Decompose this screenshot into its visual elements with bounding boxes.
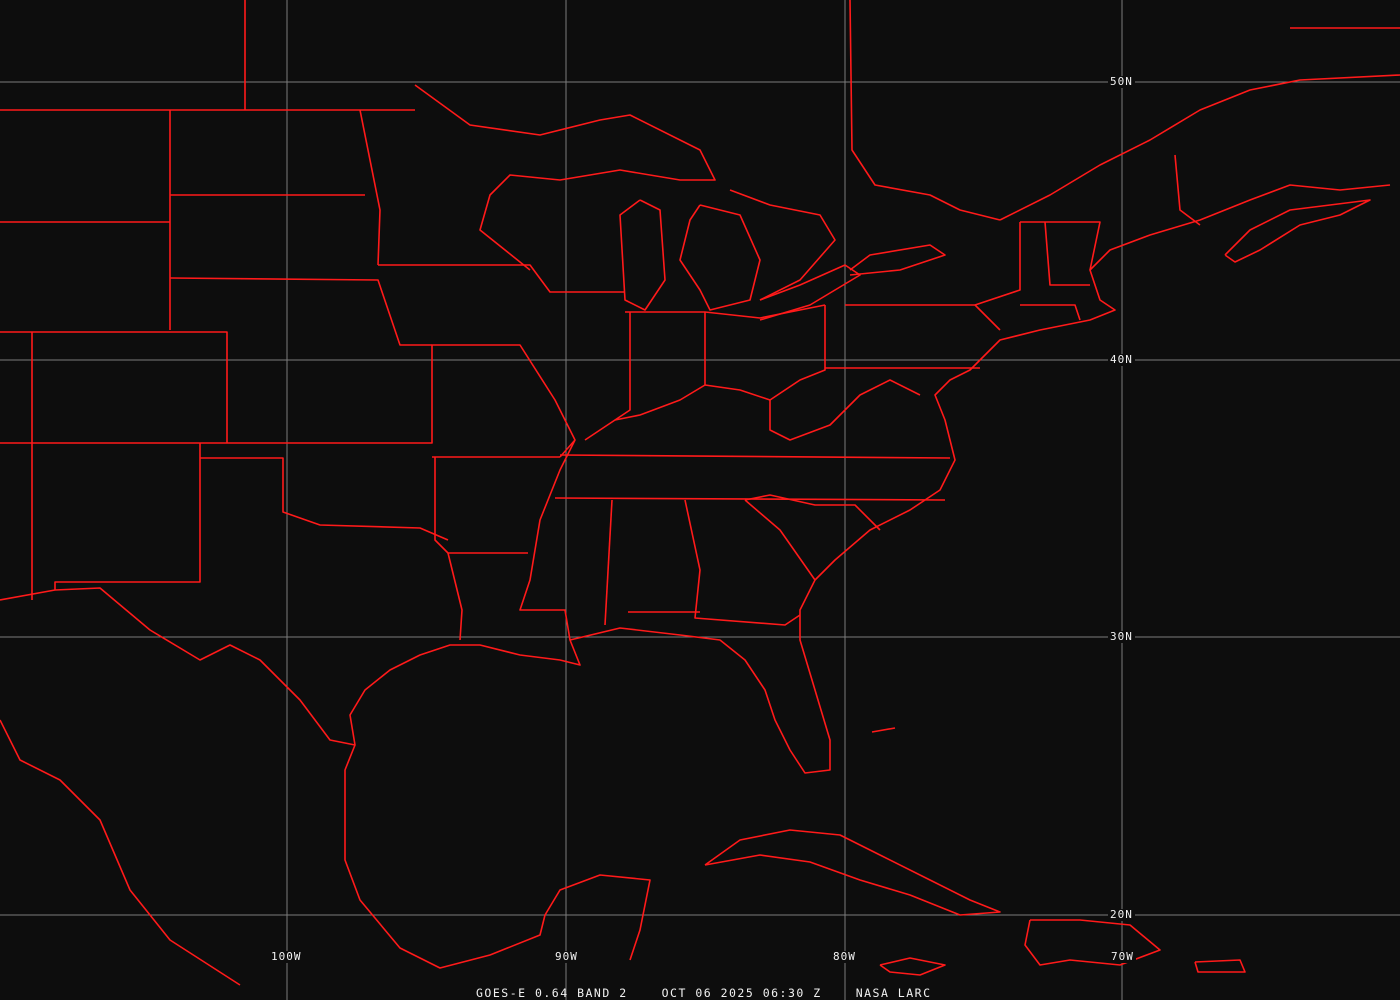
mexico-pacific-coast bbox=[0, 719, 241, 986]
us-mexico-border bbox=[0, 587, 356, 746]
border bbox=[744, 499, 816, 581]
lower-michigan bbox=[679, 204, 761, 311]
lake-michigan bbox=[619, 199, 666, 311]
cuba bbox=[704, 829, 1001, 916]
border bbox=[1044, 221, 1090, 286]
border bbox=[378, 264, 625, 293]
lake-huron bbox=[729, 189, 836, 301]
border bbox=[54, 443, 201, 590]
state-borders bbox=[0, 0, 1400, 641]
jamaica bbox=[879, 957, 946, 976]
border bbox=[434, 457, 528, 554]
border bbox=[744, 494, 881, 531]
lon-label-70w: 70W bbox=[1109, 950, 1136, 963]
border bbox=[769, 379, 921, 441]
border bbox=[604, 499, 613, 626]
border bbox=[519, 439, 576, 641]
lake-superior bbox=[414, 84, 716, 271]
lat-label-50n: 50N bbox=[1108, 75, 1135, 88]
st-lawrence-coast bbox=[999, 74, 1400, 221]
border bbox=[447, 552, 463, 641]
lake-erie bbox=[759, 264, 861, 321]
border bbox=[584, 312, 631, 441]
border bbox=[359, 109, 381, 266]
border bbox=[559, 454, 951, 459]
puerto-rico bbox=[1194, 959, 1246, 973]
border bbox=[0, 331, 228, 443]
lon-label-90w: 90W bbox=[553, 950, 580, 963]
bahamas bbox=[871, 727, 896, 733]
border bbox=[1020, 221, 1101, 271]
border bbox=[625, 304, 826, 319]
lake-ontario bbox=[849, 244, 946, 276]
border bbox=[614, 312, 706, 421]
caption-datetime: OCT 06 2025 06:30 Z bbox=[661, 986, 822, 1000]
hispaniola bbox=[1024, 919, 1161, 966]
image-caption: GOES-E 0.64 BAND 2 OCT 06 2025 06:30 Z NAS… bbox=[476, 986, 966, 1000]
lat-label-20n: 20N bbox=[1108, 908, 1135, 921]
gulf-atlantic-coast bbox=[344, 184, 1391, 969]
border bbox=[1174, 154, 1201, 226]
lon-label-80w: 80W bbox=[831, 950, 858, 963]
caption-source: NASA LARC bbox=[855, 986, 932, 1000]
lat-label-40n: 40N bbox=[1108, 353, 1135, 366]
border bbox=[704, 305, 826, 401]
border bbox=[1020, 304, 1081, 321]
border bbox=[200, 457, 449, 541]
lon-label-100w: 100W bbox=[269, 950, 304, 963]
caption-product: GOES-E 0.64 BAND 2 bbox=[476, 986, 628, 1000]
lat-label-30n: 30N bbox=[1108, 630, 1135, 643]
nova-scotia bbox=[1224, 199, 1371, 263]
border bbox=[974, 222, 1021, 306]
border bbox=[684, 499, 801, 626]
border bbox=[845, 304, 1001, 331]
hudson-bay-coast bbox=[849, 0, 1001, 221]
border bbox=[169, 277, 432, 346]
